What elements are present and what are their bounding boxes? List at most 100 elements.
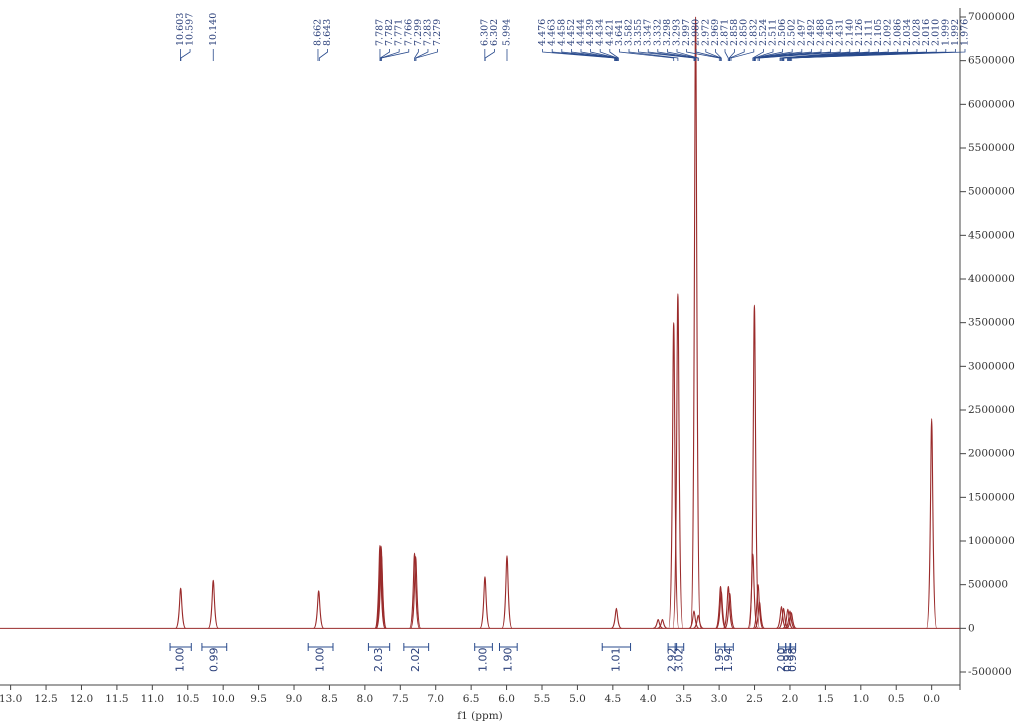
x-tick-label: 8.5	[321, 693, 338, 705]
peak-connector	[730, 49, 755, 61]
peak-connector	[609, 49, 619, 61]
peak-label: 2.105	[873, 19, 884, 46]
peak-label: 10.603	[175, 13, 186, 46]
peak-label: 4.434	[595, 19, 606, 46]
x-tick-label: 2.5	[746, 693, 763, 705]
x-tick-label: 12.0	[70, 693, 93, 705]
peak-label: 3.582	[624, 19, 635, 46]
integral-bracket	[789, 643, 797, 651]
peak-connector	[754, 49, 822, 61]
peak-label: 4.444	[576, 19, 587, 46]
x-tick-label: 6.5	[463, 693, 480, 705]
peak-label: 2.028	[912, 19, 923, 46]
peak	[313, 590, 325, 629]
peak-label: 8.662	[312, 19, 323, 46]
peak-label: 2.140	[844, 19, 855, 46]
peak-label: 4.463	[547, 19, 558, 46]
peak-label: 4.439	[585, 19, 596, 46]
peak-label: 7.787	[374, 19, 385, 46]
peak	[611, 607, 622, 629]
peak	[753, 601, 766, 629]
peak-label: 2.010	[931, 19, 942, 46]
peak	[501, 555, 513, 629]
integral-label: 1.00	[314, 648, 327, 673]
peak-connector	[180, 49, 191, 61]
integral-bracket	[474, 643, 493, 651]
peak-label: 2.969	[710, 19, 721, 46]
peak-connector	[628, 49, 679, 61]
x-tick-label: 4.0	[640, 693, 657, 705]
peak	[776, 605, 787, 629]
peak-connector	[695, 49, 721, 61]
peak-connector	[676, 49, 699, 61]
peak-connector	[638, 49, 695, 61]
peak-label: 3.347	[643, 19, 654, 46]
y-tick-label: 4000000	[968, 273, 1015, 285]
peak-connector	[686, 49, 720, 61]
peak	[175, 587, 187, 629]
peak	[408, 552, 421, 629]
integral-label: 2.03	[372, 648, 385, 673]
x-tick-label: 11.0	[141, 693, 164, 705]
peak-label: 10.597	[185, 13, 196, 46]
peak-label: 4.476	[537, 19, 548, 46]
peak-label: 1.976	[960, 19, 971, 46]
peak-label: 2.016	[921, 19, 932, 46]
integral-label: 0.95	[781, 648, 794, 673]
peak-connector	[484, 49, 495, 61]
peak-label: 7.766	[403, 19, 414, 46]
peak-connector	[379, 49, 390, 61]
peak-label: 2.450	[825, 19, 836, 46]
x-tick-label: 1.0	[852, 693, 869, 705]
integral-bracket	[498, 643, 518, 651]
integral-bracket	[674, 643, 685, 651]
peak	[668, 322, 680, 629]
peak-connector	[571, 49, 617, 61]
peak-connector	[542, 49, 615, 61]
integral-label: 3.02	[672, 648, 685, 673]
x-tick-label: 11.5	[105, 693, 128, 705]
peak-connector	[381, 49, 410, 61]
x-tick-label: 12.5	[34, 693, 57, 705]
integral-label: 0.98	[786, 648, 799, 673]
peak	[784, 610, 796, 629]
peak-label: 2.832	[748, 19, 759, 46]
peak-label: 7.771	[394, 19, 405, 46]
x-tick-label: 9.0	[286, 693, 303, 705]
integral-bracket	[307, 643, 334, 651]
x-tick-label: 0.0	[923, 693, 940, 705]
peak	[724, 592, 736, 629]
peak-label: 2.858	[729, 19, 740, 46]
peak	[672, 293, 684, 629]
peak	[653, 619, 664, 629]
y-tick-label: 5500000	[968, 142, 1015, 154]
peak-label: 2.488	[816, 19, 827, 46]
peak	[375, 554, 387, 629]
y-tick-label: 2000000	[968, 448, 1015, 460]
peak-label: 2.092	[883, 19, 894, 46]
x-tick-label: 4.5	[604, 693, 621, 705]
peak-label: 6.302	[489, 19, 500, 46]
peak-label: 2.511	[768, 19, 779, 46]
peak-label: 2.497	[796, 19, 807, 46]
peak-label: 2.502	[787, 19, 798, 46]
x-tick-label: 5.5	[534, 693, 551, 705]
peak	[207, 579, 219, 629]
peak-connector	[599, 49, 618, 61]
integral-label: 2.92	[665, 648, 678, 673]
peak	[374, 553, 386, 629]
y-tick-label: 3000000	[968, 360, 1015, 372]
peak	[747, 553, 759, 629]
peak	[748, 304, 760, 629]
peak	[714, 585, 727, 629]
peak	[926, 418, 938, 629]
y-tick-label: -500000	[968, 666, 1012, 678]
integral-bracket	[367, 643, 391, 651]
peak-label: 2.506	[777, 19, 788, 46]
peak	[693, 614, 704, 629]
integral-label: 1.01	[609, 648, 622, 673]
peak-connector	[791, 49, 966, 61]
peak-connector	[715, 49, 722, 61]
y-tick-label: 1000000	[968, 535, 1015, 547]
